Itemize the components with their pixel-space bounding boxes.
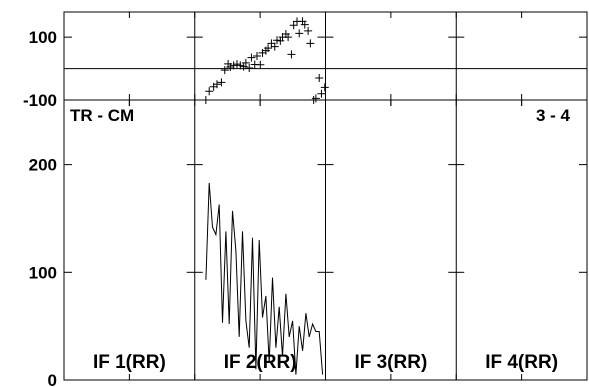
phase-point bbox=[232, 60, 241, 69]
baseline-index: 3 - 4 bbox=[536, 106, 571, 125]
amplitude-line bbox=[205, 182, 324, 375]
phase-point bbox=[287, 50, 296, 59]
phase-point bbox=[315, 74, 324, 82]
phase-point bbox=[306, 39, 315, 48]
phase-point bbox=[289, 21, 298, 30]
tick-marks bbox=[64, 12, 588, 381]
phase-points bbox=[201, 17, 329, 104]
phase-point bbox=[309, 96, 318, 104]
amplitude-tick-label: 0 bbox=[48, 371, 57, 387]
phase-point bbox=[256, 60, 265, 69]
plot-frame bbox=[63, 11, 588, 381]
phase-point bbox=[284, 33, 293, 42]
phase-point bbox=[201, 96, 210, 104]
phase-point bbox=[245, 63, 254, 72]
phase-point bbox=[304, 26, 313, 35]
baseline-label: TR - CM bbox=[70, 106, 134, 125]
panel-label-4: IF 4(RR) bbox=[485, 352, 558, 373]
phase-point bbox=[264, 44, 273, 53]
phase-tick-label: 100 bbox=[29, 28, 57, 47]
phase-point bbox=[205, 87, 214, 96]
phase-point bbox=[300, 20, 309, 29]
panel-label-2: IF 2(RR) bbox=[224, 352, 297, 373]
phase-point bbox=[236, 61, 245, 70]
phase-point bbox=[252, 52, 261, 60]
panel-labels: IF 1(RR) IF 2(RR) IF 3(RR) IF 4(RR) bbox=[93, 352, 558, 373]
phase-point bbox=[241, 58, 250, 67]
phase-point bbox=[272, 36, 281, 45]
amplitude-tick-label: 200 bbox=[29, 156, 57, 175]
phase-point bbox=[212, 80, 221, 89]
panel-label-1: IF 1(RR) bbox=[93, 352, 166, 373]
phase-point bbox=[217, 78, 226, 87]
phase-point bbox=[295, 29, 304, 38]
phase-point bbox=[247, 53, 256, 62]
y-tick-labels: -100 100 0 100 200 bbox=[23, 28, 57, 387]
amplitude-tick-label: 100 bbox=[29, 263, 57, 282]
phase-point bbox=[220, 66, 229, 75]
panel-label-3: IF 3(RR) bbox=[354, 352, 427, 373]
phase-point bbox=[270, 42, 279, 51]
phase-point bbox=[226, 63, 235, 71]
phase-point bbox=[320, 83, 329, 92]
phase-tick-label: -100 bbox=[23, 91, 57, 110]
phase-point bbox=[229, 61, 238, 70]
phase-point bbox=[311, 94, 320, 103]
phase-point bbox=[317, 89, 326, 98]
phase-point bbox=[276, 36, 285, 45]
